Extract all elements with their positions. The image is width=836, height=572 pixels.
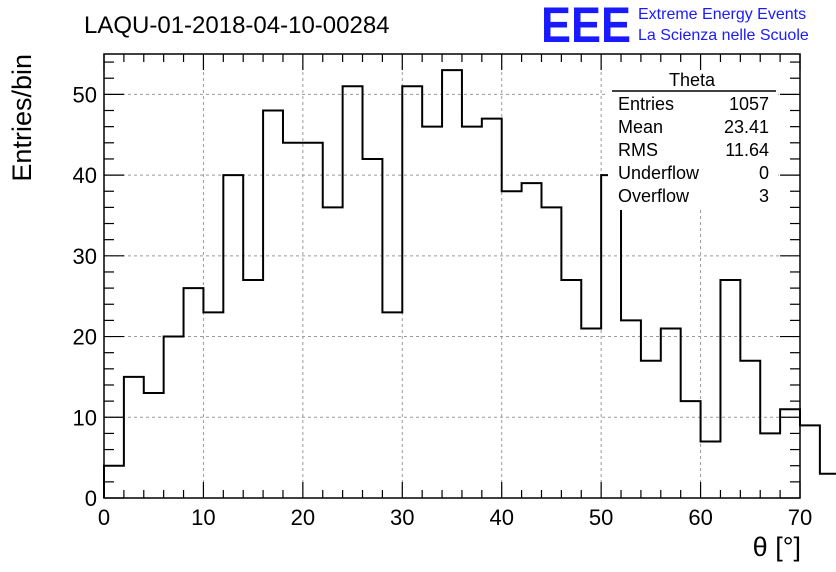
stats-label: Overflow — [618, 186, 690, 206]
x-tick-label: 40 — [489, 505, 513, 530]
x-tick-label: 50 — [589, 505, 613, 530]
logo-line1: Extreme Energy Events — [638, 6, 806, 23]
plot-frame — [103, 53, 801, 499]
x-tick-label: 10 — [191, 505, 215, 530]
stats-label: RMS — [618, 140, 658, 160]
y-tick-label: 0 — [85, 486, 97, 511]
x-tick-label: 20 — [291, 505, 315, 530]
y-tick-label: 30 — [73, 244, 97, 269]
chart-title: LAQU-01-2018-04-10-00284 — [84, 12, 390, 39]
y-tick-label: 40 — [73, 163, 97, 188]
logo-line2: La Scienza nelle Scuole — [638, 27, 809, 44]
stats-value: 23.41 — [724, 117, 769, 137]
stats-label: Mean — [618, 117, 663, 137]
y-tick-label: 50 — [73, 82, 97, 107]
x-tick-label: 70 — [788, 505, 812, 530]
stats-value: 1057 — [729, 94, 769, 114]
x-tick-label: 30 — [390, 505, 414, 530]
stats-label: Entries — [618, 94, 674, 114]
stats-value: 3 — [759, 186, 769, 206]
y-tick-label: 10 — [73, 405, 97, 430]
stats-title: Theta — [669, 70, 716, 90]
stats-box: Theta Entries 1057 Mean 23.41 RMS 11.64 Underf… — [608, 70, 778, 210]
x-tick-label: 60 — [688, 505, 712, 530]
x-tick-label: 0 — [98, 505, 110, 530]
eee-logo: EEE Extreme Energy Events La Scienza nel… — [541, 0, 809, 53]
axis-ticks — [103, 54, 801, 499]
logo-mark: EEE — [541, 0, 631, 53]
stats-value: 0 — [759, 163, 769, 183]
y-tick-label: 20 — [73, 325, 97, 350]
stats-value: 11.64 — [725, 140, 769, 160]
stats-label: Underflow — [618, 163, 700, 183]
y-axis-label: Entries/bin — [7, 54, 37, 182]
histogram-outline — [103, 69, 836, 498]
x-axis-label: θ [°] — [753, 532, 801, 562]
